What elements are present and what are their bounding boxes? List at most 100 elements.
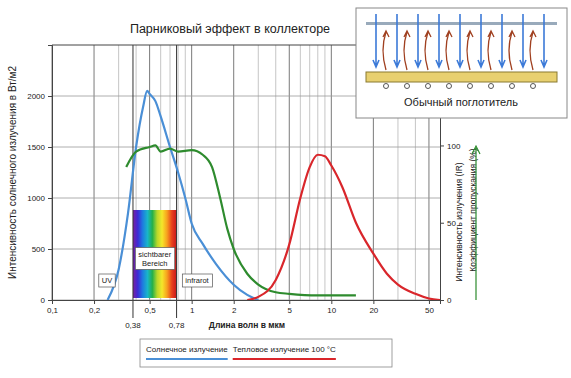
tick-mark [48, 96, 52, 97]
legend-box [140, 339, 392, 367]
marker-line [176, 45, 177, 318]
tick-label: 1 [190, 306, 195, 315]
series-line [247, 155, 440, 300]
tick: 2 [232, 300, 237, 315]
tube [531, 84, 536, 89]
tick-label: 5 [288, 306, 293, 315]
arrow [472, 146, 480, 300]
tick-label: 2000 [27, 92, 45, 101]
tick: 20 [369, 300, 378, 315]
region-label-text: sichtbarerBereich [138, 250, 171, 268]
tick: 0 [440, 296, 452, 305]
tick-label: 50 [425, 306, 434, 315]
tick-mark [192, 300, 193, 304]
title: Парниковый эффект в коллекторе [130, 22, 330, 36]
region-label-box [182, 274, 212, 287]
tick-mark [48, 198, 52, 199]
legend-swatch [233, 358, 336, 360]
tube [489, 84, 494, 89]
x-grid [191, 45, 192, 300]
y-axis-title: Интенсивность солнечного излучения в Вт/… [7, 66, 18, 280]
tick-label: 100 [447, 142, 461, 151]
tube [510, 84, 515, 89]
tick-label: 20 [369, 306, 378, 315]
ir-arrow [446, 31, 452, 70]
tube [384, 84, 389, 89]
tick-mark [440, 223, 444, 224]
marker-label: 0,38 [125, 321, 141, 330]
tick-mark [289, 300, 290, 304]
tick: 5 [288, 300, 293, 315]
tick-label: 0,1 [47, 306, 59, 315]
tick: 1500 [27, 143, 52, 152]
solar-arrow [478, 14, 484, 67]
series-line [108, 91, 259, 300]
legend-label: Солнечное излучение [146, 345, 228, 354]
solar-arrow [499, 14, 505, 67]
tick: 0,1 [47, 300, 59, 315]
tick-label: 0 [447, 296, 452, 305]
ir-arrow [509, 31, 515, 70]
tube [468, 84, 473, 89]
x-axis: 0,1 0,2 0,5 1 2 5 10 20 50 [47, 300, 441, 315]
y-axis: 0 500 1000 1500 2000 [27, 46, 52, 306]
legend-swatch [146, 358, 228, 360]
x-grid-minor [185, 45, 186, 300]
tick-label: 1500 [27, 143, 45, 152]
tick-mark [234, 300, 235, 304]
y-grid [52, 147, 440, 148]
absorber [366, 72, 557, 82]
tick: 10 [327, 300, 336, 315]
y-grid [52, 249, 440, 250]
x-axis-title: Длина волн в мкм [209, 320, 285, 330]
region-label-text: UV [102, 276, 112, 285]
y-axis-line [48, 46, 53, 301]
tick-label: 2 [232, 306, 237, 315]
marker-label: 0,78 [169, 321, 185, 330]
tick: 500 [32, 245, 52, 254]
legend-label: Тепловое излучение 100 °C [233, 345, 336, 354]
y2-axis-title: Интенсивность излучения (IR) [454, 162, 464, 282]
solar-arrow [373, 14, 379, 67]
region-label-box [99, 274, 115, 287]
tick-label: 0 [41, 296, 46, 305]
region-label: sichtbarerBereich [135, 248, 174, 270]
region-label: infrarot [182, 274, 212, 287]
region-label-text: infrarot [185, 276, 209, 285]
x-grid [94, 45, 95, 300]
tick: 0,2 [89, 300, 101, 315]
x-grid-minor [300, 45, 301, 300]
ir-arrow [467, 31, 473, 70]
tick-label: 500 [32, 245, 46, 254]
ir-arrow [530, 31, 536, 70]
tick-mark [48, 249, 52, 250]
x-grid [289, 45, 290, 300]
tick-mark [440, 300, 444, 301]
solar-arrow [541, 14, 547, 67]
ir-arrow [488, 31, 494, 70]
x-grid-minor [118, 45, 119, 300]
tick-mark [48, 147, 52, 148]
tick: 1000 [27, 194, 52, 203]
tick: 1 [190, 300, 195, 315]
tick-label: 1000 [27, 194, 45, 203]
region-label: UV [99, 274, 115, 287]
solar-arrow [520, 14, 526, 67]
x-grid-minor [324, 45, 325, 300]
tick: 0 [41, 296, 52, 305]
tick: 0,5 [145, 300, 157, 315]
tick: 100 [440, 142, 461, 151]
chart: 0,10,20,51251020500500100015002000050100… [0, 0, 571, 378]
tick: 50 [425, 300, 434, 315]
x-grid [233, 45, 234, 300]
tube [447, 84, 452, 89]
plot-lines [108, 91, 440, 300]
ir-arrow [425, 31, 431, 70]
tick-label: 10 [327, 306, 336, 315]
tube [405, 84, 410, 89]
x-grid-minor [309, 45, 310, 300]
visible-band [133, 210, 177, 298]
ir-arrow [404, 31, 410, 70]
x-grid-minor [275, 45, 276, 300]
tick-mark [331, 300, 332, 304]
